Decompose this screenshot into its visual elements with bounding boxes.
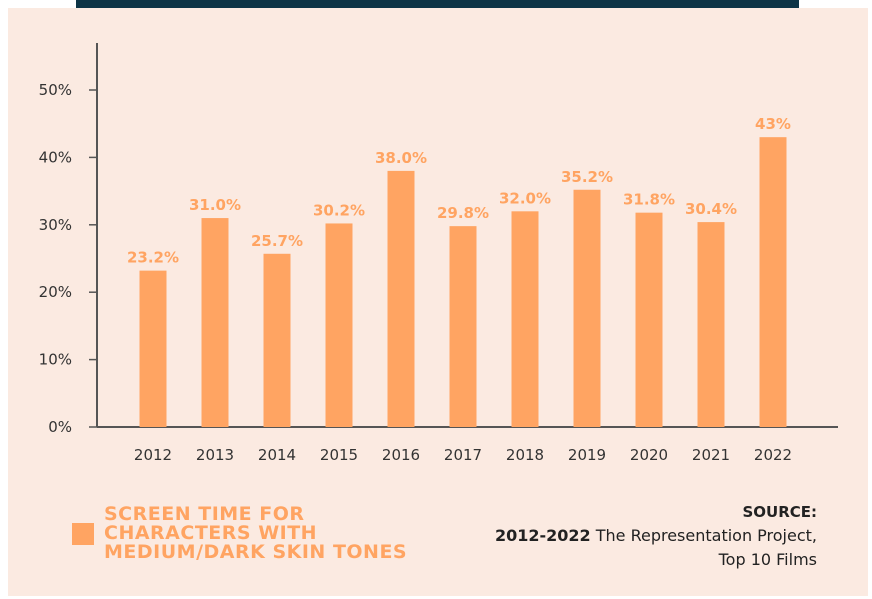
data-label: 25.7% bbox=[251, 232, 303, 250]
x-tick-label: 2018 bbox=[506, 446, 544, 464]
data-label: 35.2% bbox=[561, 168, 613, 186]
header-bar bbox=[76, 0, 799, 8]
data-label: 31.0% bbox=[189, 196, 241, 214]
source-range: 2012-2022 bbox=[494, 526, 591, 545]
bar bbox=[263, 253, 291, 427]
legend-label: SCREEN TIME FOR CHARACTERS WITH MEDIUM/D… bbox=[104, 503, 408, 563]
source-title: SOURCE: bbox=[742, 503, 817, 521]
data-label: 30.2% bbox=[313, 201, 365, 219]
x-tick-label: 2015 bbox=[320, 446, 358, 464]
bar bbox=[573, 189, 601, 427]
bar bbox=[697, 222, 725, 427]
x-axis-ticks: 2012 2013 2014 2015 2016 2017 2018 2019 2020 2021… bbox=[134, 446, 792, 464]
bar bbox=[201, 218, 229, 427]
x-tick-label: 2014 bbox=[258, 446, 296, 464]
y-tick-label: 40% bbox=[39, 148, 72, 166]
y-axis-ticks: 0% 10% 20% 30% 40% 50% bbox=[39, 81, 97, 436]
y-tick-label: 10% bbox=[39, 351, 72, 369]
bars bbox=[139, 137, 787, 427]
y-tick-label: 30% bbox=[39, 216, 72, 234]
legend-swatch bbox=[72, 522, 94, 545]
bar bbox=[759, 137, 787, 427]
x-tick-label: 2019 bbox=[568, 446, 606, 464]
y-tick-label: 0% bbox=[48, 418, 72, 436]
x-tick-label: 2022 bbox=[754, 446, 792, 464]
bar bbox=[635, 212, 663, 427]
bar bbox=[511, 211, 539, 427]
data-label: 43% bbox=[755, 115, 791, 133]
x-tick-label: 2020 bbox=[630, 446, 668, 464]
bar bbox=[139, 270, 167, 427]
x-tick-label: 2016 bbox=[382, 446, 420, 464]
y-tick-label: 20% bbox=[39, 283, 72, 301]
source-name: The Representation Project, bbox=[590, 526, 817, 545]
data-labels: 23.2% 31.0% 25.7% 30.2% 38.0% 29.8% 32.0% 35.2%… bbox=[127, 115, 791, 266]
data-label: 23.2% bbox=[127, 249, 179, 267]
source-note: SOURCE: 2012-2022 The Representation Pro… bbox=[495, 500, 817, 572]
data-label: 29.8% bbox=[437, 204, 489, 222]
bar bbox=[449, 226, 477, 427]
bar bbox=[325, 223, 353, 427]
data-label: 30.4% bbox=[685, 200, 737, 218]
data-label: 32.0% bbox=[499, 189, 551, 207]
data-label: 38.0% bbox=[375, 149, 427, 167]
x-tick-label: 2013 bbox=[196, 446, 234, 464]
bar bbox=[387, 170, 415, 427]
x-tick-label: 2012 bbox=[134, 446, 172, 464]
data-label: 31.8% bbox=[623, 191, 675, 209]
source-line-1: 2012-2022 The Representation Project, bbox=[495, 524, 817, 548]
source-line-2: Top 10 Films bbox=[718, 550, 817, 569]
legend: SCREEN TIME FOR CHARACTERS WITH MEDIUM/D… bbox=[72, 505, 434, 562]
x-tick-label: 2017 bbox=[444, 446, 482, 464]
y-tick-label: 50% bbox=[39, 81, 72, 99]
x-tick-label: 2021 bbox=[692, 446, 730, 464]
